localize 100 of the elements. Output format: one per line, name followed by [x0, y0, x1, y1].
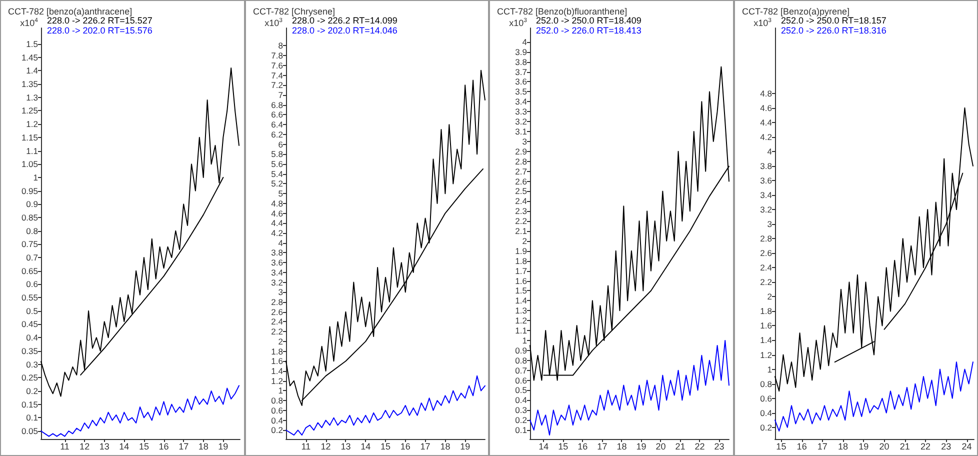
y-tick-label: 0.2 [26, 386, 38, 396]
x-tick-label: 17 [178, 442, 189, 452]
x-tick-label: 19 [858, 442, 868, 452]
y-tick-label: 1.05 [21, 159, 38, 170]
y-tick-label: 3.2 [515, 116, 528, 127]
y-tick-label: 1.6 [270, 356, 283, 366]
y-tick-label: 4 [278, 238, 283, 248]
y-tick-label: 3.6 [515, 76, 528, 87]
x-tick-label: 23 [714, 442, 724, 452]
x-tick-label: 18 [616, 442, 627, 452]
y-tick-label: 1.3 [515, 306, 528, 316]
y-tick-label: 3.2 [270, 277, 283, 288]
y-tick-label: 4 [522, 36, 528, 47]
y-tick-label: 6.4 [270, 120, 283, 130]
y-tick-label: 1.8 [515, 256, 528, 266]
x-tick-label: 22 [694, 442, 705, 452]
y-tick-label: 2 [766, 292, 772, 302]
y-tick-label: 3.3 [515, 106, 528, 117]
text: 252.0 -> 226.0 RT=18.316 [780, 26, 886, 36]
text: 228.0 -> 226.2 RT=14.099 [292, 16, 397, 26]
y-tick-label: 3.8 [760, 160, 772, 171]
text: 252.0 -> 250.0 RT=18.157 [780, 16, 886, 26]
y-tick-label: 4.8 [760, 88, 772, 98]
y-tick-label: 2.8 [270, 297, 283, 307]
y-tick-label: 1.15 [21, 132, 38, 142]
y-tick-label: 0.8 [760, 378, 772, 389]
x-tick-label: 15 [380, 442, 390, 452]
x-tick-label: 11 [300, 442, 310, 452]
y-tick-label: 0.55 [21, 292, 38, 303]
y-tick-label: 5.2 [270, 178, 283, 189]
y-tick-label: 0.7 [515, 365, 528, 376]
y-tick-label: 1.6 [515, 276, 528, 286]
y-tick-label: 5.4 [270, 168, 283, 179]
y-tick-label: 7.6 [270, 60, 283, 70]
y-tick-label: 1.1 [515, 326, 528, 336]
y-tick-label: 3.4 [515, 96, 528, 107]
y-tick-label: 0.45 [21, 319, 38, 330]
y-axis-title: x10$^{3}$ [752, 18, 772, 28]
y-tick-label: 1.3 [26, 92, 38, 102]
y-tick-label: 0.5 [26, 306, 38, 316]
y-tick-label: 2.6 [760, 248, 772, 258]
y-tick-label: 4.8 [270, 198, 283, 208]
y-tick-label: 1.6 [760, 320, 772, 331]
y-tick-label: 8 [278, 40, 283, 51]
y-tick-label: 0.4 [515, 395, 528, 406]
x-tick-label: 12 [320, 442, 330, 452]
x-tick-label: 16 [796, 442, 806, 452]
y-tick-label: 0.7 [26, 252, 38, 263]
x-tick-label: 19 [636, 442, 646, 452]
y-tick-label: 2.6 [270, 306, 283, 317]
y-tick-label: 3.5 [515, 86, 528, 97]
y-tick-label: 0.6 [515, 375, 528, 386]
y-tick-label: 6.6 [270, 110, 283, 120]
x-tick-label: 20 [656, 442, 666, 452]
y-tick-label: 2.1 [515, 226, 528, 236]
y-axis-title: x10$^{4}$ [19, 18, 38, 28]
text: 228.0 -> 202.0 RT=15.576 [47, 26, 152, 36]
y-tick-label: 0.1 [26, 412, 38, 423]
text: 228.0 -> 202.0 RT=14.046 [292, 26, 397, 36]
y-tick-label: 1 [522, 335, 528, 346]
x-tick-label: 16 [158, 442, 169, 452]
y-tick-label: 0.6 [26, 279, 38, 290]
y-tick-label: 5 [278, 188, 283, 199]
y-tick-label: 1.9 [515, 246, 528, 256]
x-tick-label: 17 [420, 442, 430, 452]
x-tick-label: 16 [578, 442, 588, 452]
y-tick-label: 2 [522, 236, 528, 246]
x-tick-label: 18 [440, 442, 450, 452]
y-tick-label: 1 [33, 172, 38, 182]
y-tick-label: 0.35 [21, 346, 38, 356]
y-tick-label: 0.6 [760, 393, 772, 404]
y-tick-label: 3 [522, 136, 528, 146]
y-tick-label: 2.4 [270, 316, 283, 327]
y-tick-label: 0.85 [21, 212, 38, 222]
x-tick-label: 13 [340, 442, 350, 452]
x-tick-label: 17 [816, 442, 827, 452]
y-tick-label: 0.2 [760, 422, 772, 432]
y-tick-label: 2.3 [515, 206, 528, 216]
y-tick-label: 1.35 [21, 79, 38, 90]
x-tick-label: 11 [60, 442, 70, 452]
y-tick-label: 1 [278, 386, 283, 396]
x-tick-label: 21 [899, 442, 910, 452]
x-tick-label: 14 [538, 442, 549, 452]
y-tick-label: 1.5 [515, 286, 528, 296]
y-tick-label: 2.2 [270, 326, 283, 337]
y-tick-label: 4.6 [270, 208, 283, 218]
y-tick-label: 1.2 [515, 316, 528, 326]
y-tick-label: 2.2 [760, 277, 772, 288]
y-tick-label: 0.3 [515, 405, 528, 416]
x-tick-label: 19 [218, 442, 228, 452]
chart-title: CCT-782 [Benzo(b)fluoranthene] [497, 6, 628, 16]
y-tick-label: 0.25 [21, 372, 38, 383]
x-tick-label: 18 [198, 442, 208, 452]
y-tick-label: 6 [278, 139, 283, 150]
y-tick-label: 3 [278, 287, 283, 298]
y-tick-label: 3.6 [270, 258, 283, 268]
y-tick-label: 1.1 [26, 146, 38, 156]
y-tick-label: 5.8 [270, 149, 283, 160]
x-tick-label: 19 [460, 442, 470, 452]
y-tick-label: 2.4 [515, 196, 528, 206]
